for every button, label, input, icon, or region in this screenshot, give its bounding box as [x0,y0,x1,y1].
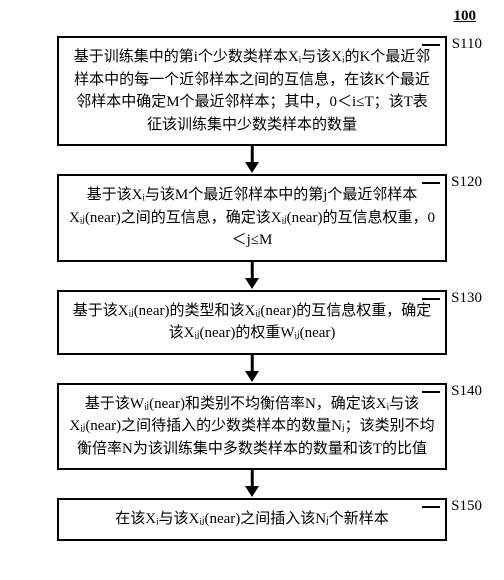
label-connector [422,391,440,393]
label-connector [422,44,440,46]
flow-step: 基于该Wᵢⱼ(near)和类别不均衡倍率N，确定该Xᵢ与该Xᵢⱼ(near)之间… [20,383,484,471]
flow-arrow [20,355,484,383]
flow-step: 基于该Xᵢⱼ(near)的类型和该Xᵢⱼ(near)的互信息权重，确定该Xᵢⱼ(… [20,290,484,355]
step-box: 基于该Xᵢ与该M个最近邻样本中的第j个最近邻样本Xᵢⱼ(near)之间的互信息，… [57,174,447,262]
step-box: 基于该Xᵢⱼ(near)的类型和该Xᵢⱼ(near)的互信息权重，确定该Xᵢⱼ(… [57,290,447,355]
step-label: S110 [452,36,482,53]
step-box: 基于该Wᵢⱼ(near)和类别不均衡倍率N，确定该Xᵢ与该Xᵢⱼ(near)之间… [57,383,447,471]
step-box: 基于训练集中的第i个少数类样本Xᵢ与该Xᵢ的K个最近邻样本中的每一个近邻样本之间… [57,36,447,146]
step-label: S140 [451,383,482,400]
label-connector [422,506,440,508]
label-connector [422,182,440,184]
label-connector [422,298,440,300]
step-label: S130 [451,290,482,307]
flow-step: 基于该Xᵢ与该M个最近邻样本中的第j个最近邻样本Xᵢⱼ(near)之间的互信息，… [20,174,484,262]
flow-step: 在该Xᵢ与该Xᵢⱼ(near)之间插入该Nⱼ个新样本 S150 [20,498,484,541]
flow-arrow [20,470,484,498]
flow-step: 基于训练集中的第i个少数类样本Xᵢ与该Xᵢ的K个最近邻样本中的每一个近邻样本之间… [20,36,484,146]
step-label: S120 [451,174,482,191]
step-box: 在该Xᵢ与该Xᵢⱼ(near)之间插入该Nⱼ个新样本 [57,498,447,541]
step-label: S150 [451,498,482,515]
flow-arrow [20,146,484,174]
flowchart: 基于训练集中的第i个少数类样本Xᵢ与该Xᵢ的K个最近邻样本中的每一个近邻样本之间… [20,36,484,541]
diagram-title: 100 [454,8,477,25]
flow-arrow [20,262,484,290]
